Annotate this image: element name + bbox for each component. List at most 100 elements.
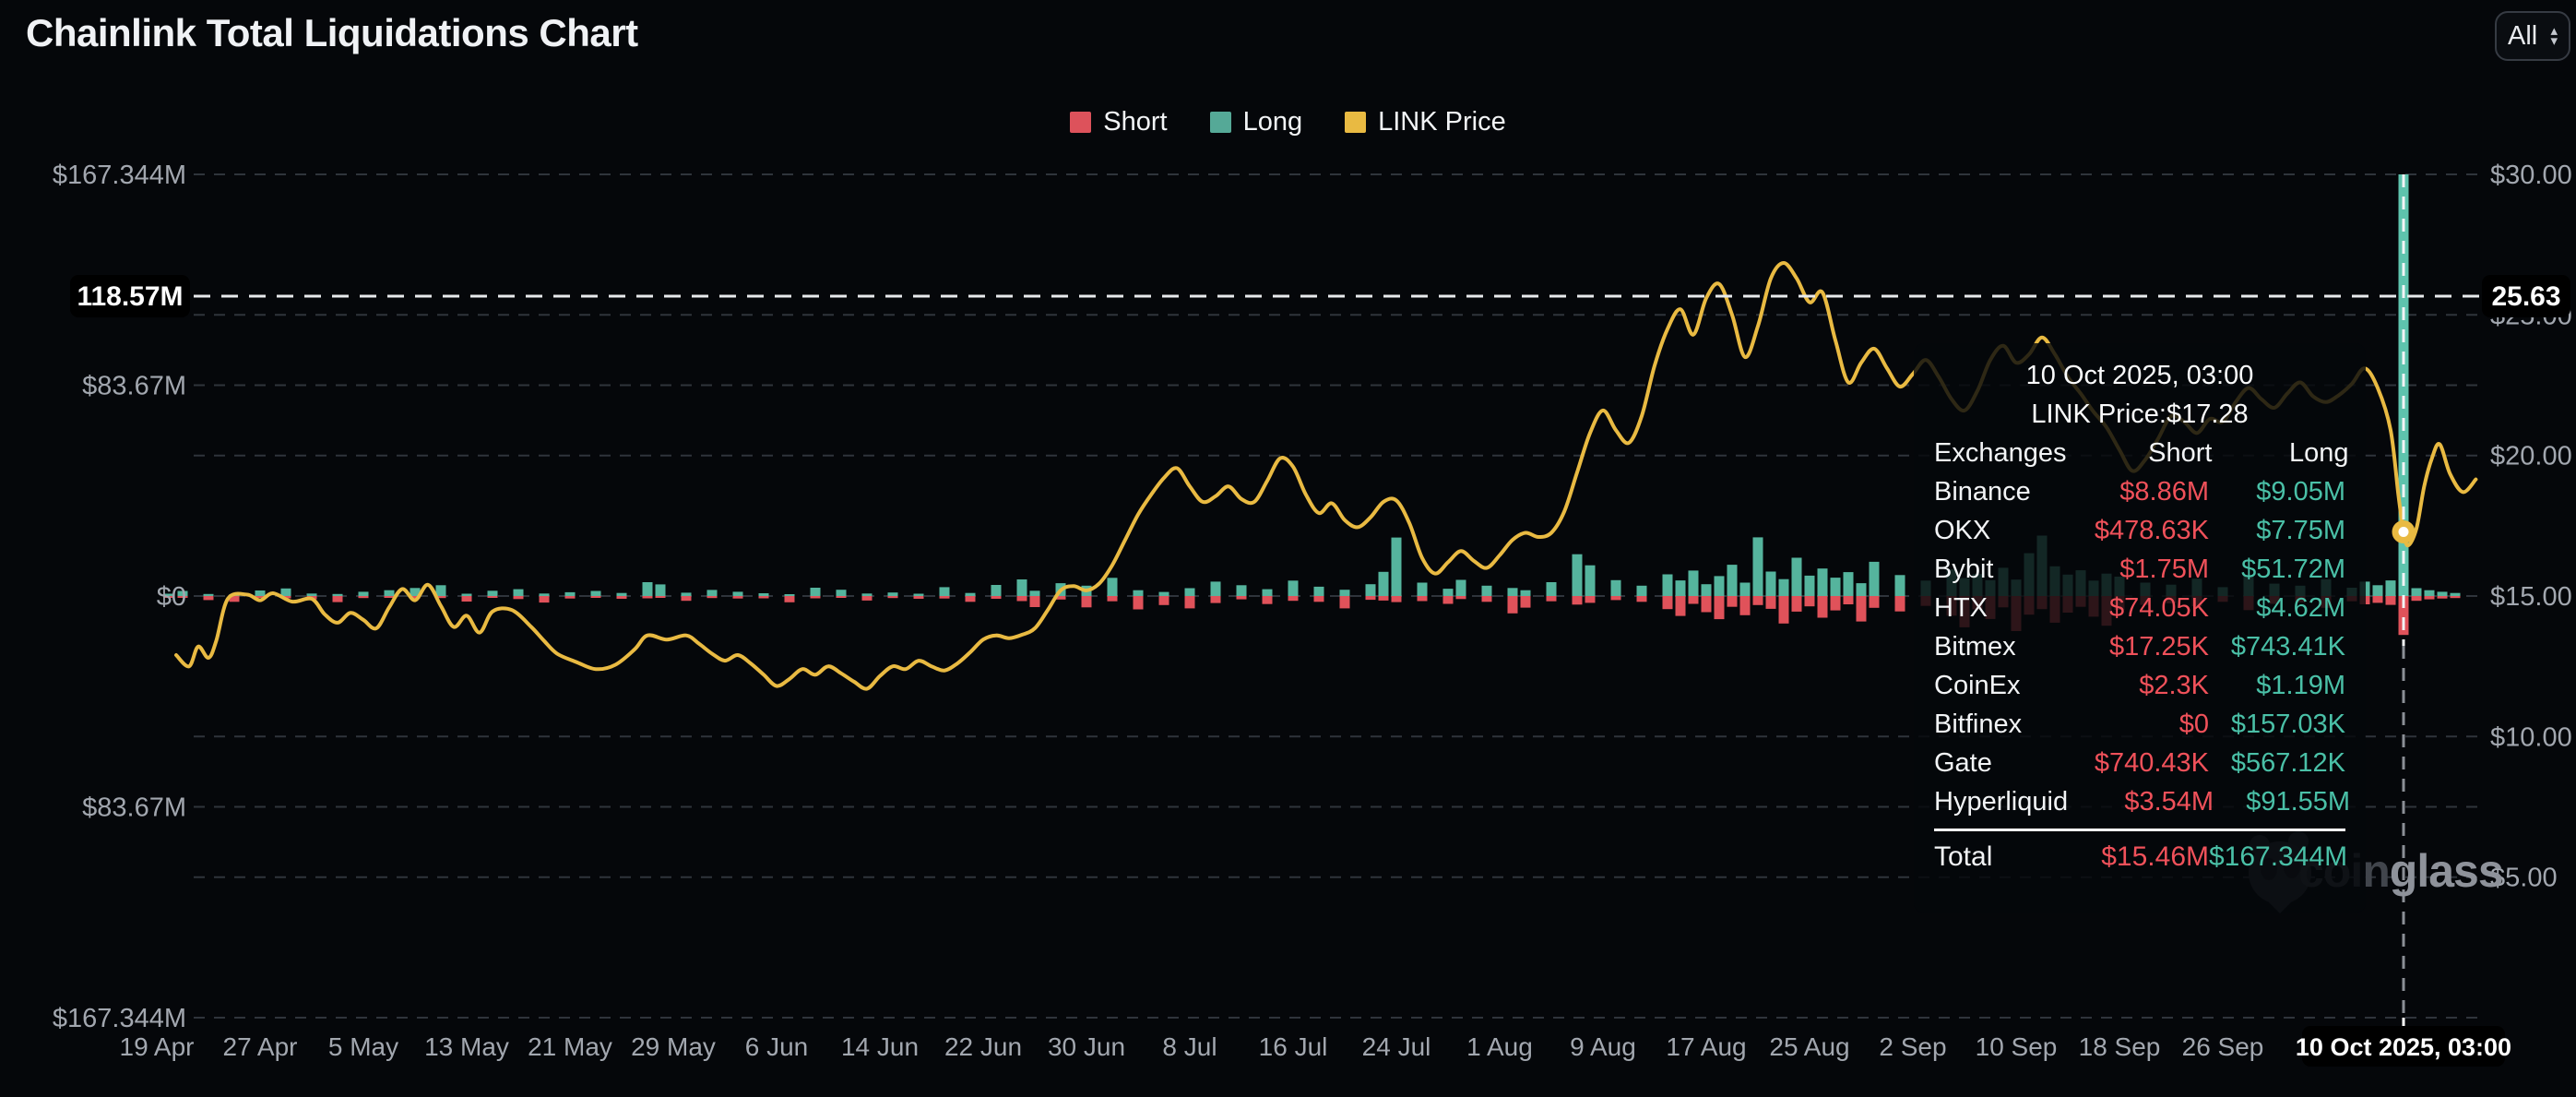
short-liquidation-bar[interactable] bbox=[1739, 596, 1751, 615]
long-liquidation-bar[interactable] bbox=[358, 591, 369, 596]
short-liquidation-bar[interactable] bbox=[1481, 596, 1492, 602]
short-liquidation-bar[interactable] bbox=[1585, 596, 1596, 603]
short-liquidation-bar[interactable] bbox=[1688, 596, 1699, 604]
short-liquidation-bar[interactable] bbox=[177, 596, 188, 598]
short-liquidation-bar[interactable] bbox=[758, 596, 769, 599]
long-liquidation-bar[interactable] bbox=[1236, 585, 1247, 596]
short-liquidation-bar[interactable] bbox=[1894, 596, 1905, 612]
long-liquidation-bar[interactable] bbox=[384, 590, 395, 596]
long-liquidation-bar[interactable] bbox=[1804, 575, 1815, 596]
short-liquidation-bar[interactable] bbox=[1765, 596, 1776, 609]
short-liquidation-bar[interactable] bbox=[965, 596, 976, 602]
short-liquidation-bar[interactable] bbox=[2411, 596, 2422, 602]
long-liquidation-bar[interactable] bbox=[1688, 570, 1699, 596]
long-liquidation-bar[interactable] bbox=[1778, 578, 1789, 596]
long-liquidation-bar[interactable] bbox=[1752, 537, 1763, 596]
short-liquidation-bar[interactable] bbox=[513, 596, 524, 600]
long-liquidation-bar[interactable] bbox=[965, 592, 976, 596]
short-liquidation-bar[interactable] bbox=[1442, 596, 1454, 604]
long-liquidation-bar[interactable] bbox=[1817, 568, 1828, 596]
short-liquidation-bar[interactable] bbox=[1856, 596, 1867, 622]
long-liquidation-bar[interactable] bbox=[1830, 578, 1841, 596]
short-liquidation-bar[interactable] bbox=[1830, 596, 1841, 611]
long-liquidation-bar[interactable] bbox=[203, 593, 214, 596]
long-liquidation-bar[interactable] bbox=[1378, 571, 1389, 596]
long-liquidation-bar[interactable] bbox=[784, 594, 795, 596]
short-liquidation-bar[interactable] bbox=[1391, 596, 1402, 602]
short-liquidation-bar[interactable] bbox=[1313, 596, 1324, 602]
long-liquidation-bar[interactable] bbox=[1417, 582, 1428, 597]
short-liquidation-bar[interactable] bbox=[1081, 596, 1092, 608]
short-liquidation-bar[interactable] bbox=[164, 596, 175, 598]
short-liquidation-bar[interactable] bbox=[332, 596, 343, 602]
short-liquidation-bar[interactable] bbox=[1133, 596, 1144, 610]
short-liquidation-bar[interactable] bbox=[784, 596, 795, 602]
long-liquidation-bar[interactable] bbox=[1313, 586, 1324, 596]
long-liquidation-bar[interactable] bbox=[2450, 592, 2461, 596]
short-liquidation-bar[interactable] bbox=[1546, 596, 1557, 602]
short-liquidation-bar[interactable] bbox=[2424, 596, 2435, 600]
long-liquidation-bar[interactable] bbox=[1391, 537, 1402, 596]
short-liquidation-bar[interactable] bbox=[913, 596, 924, 599]
short-liquidation-bar[interactable] bbox=[1055, 596, 1066, 600]
short-liquidation-bar[interactable] bbox=[461, 596, 472, 602]
long-liquidation-bar[interactable] bbox=[1520, 590, 1531, 596]
long-liquidation-bar[interactable] bbox=[1843, 572, 1854, 596]
long-liquidation-bar[interactable] bbox=[1288, 580, 1299, 596]
long-liquidation-bar[interactable] bbox=[939, 587, 950, 596]
short-liquidation-bar[interactable] bbox=[539, 596, 550, 603]
long-liquidation-bar[interactable] bbox=[732, 591, 743, 596]
short-liquidation-bar[interactable] bbox=[1843, 596, 1854, 604]
long-liquidation-bar[interactable] bbox=[1481, 585, 1492, 596]
long-liquidation-bar[interactable] bbox=[616, 592, 627, 596]
long-liquidation-bar[interactable] bbox=[1894, 575, 1905, 596]
short-liquidation-bar[interactable] bbox=[1236, 596, 1247, 600]
long-liquidation-bar[interactable] bbox=[164, 593, 175, 597]
short-liquidation-bar[interactable] bbox=[358, 596, 369, 599]
short-liquidation-bar[interactable] bbox=[1804, 596, 1815, 607]
short-liquidation-bar[interactable] bbox=[706, 596, 718, 599]
long-liquidation-bar[interactable] bbox=[564, 591, 576, 596]
short-liquidation-bar[interactable] bbox=[1184, 596, 1195, 609]
long-liquidation-bar[interactable] bbox=[1133, 590, 1144, 596]
long-liquidation-bar[interactable] bbox=[1739, 582, 1751, 597]
short-liquidation-bar[interactable] bbox=[1339, 596, 1350, 609]
long-liquidation-bar[interactable] bbox=[2385, 580, 2396, 596]
long-liquidation-bar[interactable] bbox=[655, 584, 666, 596]
long-liquidation-bar[interactable] bbox=[1701, 584, 1712, 596]
short-liquidation-bar[interactable] bbox=[991, 596, 1002, 599]
short-liquidation-bar[interactable] bbox=[836, 596, 847, 598]
short-liquidation-bar[interactable] bbox=[1778, 596, 1789, 624]
long-liquidation-bar[interactable] bbox=[435, 585, 446, 596]
long-liquidation-bar[interactable] bbox=[1662, 574, 1673, 597]
long-liquidation-bar[interactable] bbox=[255, 590, 266, 596]
long-liquidation-bar[interactable] bbox=[1765, 571, 1776, 597]
short-liquidation-bar[interactable] bbox=[616, 596, 627, 599]
long-liquidation-bar[interactable] bbox=[991, 585, 1002, 596]
long-liquidation-bar[interactable] bbox=[487, 590, 498, 596]
long-liquidation-bar[interactable] bbox=[1546, 582, 1557, 596]
short-liquidation-bar[interactable] bbox=[1869, 596, 1880, 608]
short-liquidation-bar[interactable] bbox=[1365, 596, 1376, 601]
long-liquidation-bar[interactable] bbox=[1727, 565, 1738, 596]
long-liquidation-bar[interactable] bbox=[539, 593, 550, 596]
long-liquidation-bar[interactable] bbox=[1585, 565, 1596, 596]
short-liquidation-bar[interactable] bbox=[1107, 596, 1118, 602]
long-liquidation-bar[interactable] bbox=[1610, 579, 1621, 596]
long-liquidation-bar[interactable] bbox=[681, 592, 692, 596]
long-liquidation-bar[interactable] bbox=[1572, 554, 1583, 596]
short-liquidation-bar[interactable] bbox=[384, 596, 395, 598]
long-liquidation-bar[interactable] bbox=[1455, 579, 1466, 597]
short-liquidation-bar[interactable] bbox=[1610, 596, 1621, 601]
long-liquidation-bar[interactable] bbox=[706, 590, 718, 596]
short-liquidation-bar[interactable] bbox=[203, 596, 214, 601]
short-liquidation-bar[interactable] bbox=[255, 596, 266, 598]
long-liquidation-bar[interactable] bbox=[513, 589, 524, 596]
short-liquidation-bar[interactable] bbox=[2450, 596, 2461, 599]
short-liquidation-bar[interactable] bbox=[939, 596, 950, 599]
long-liquidation-bar[interactable] bbox=[1339, 590, 1350, 596]
long-liquidation-bar[interactable] bbox=[1262, 589, 1273, 596]
long-liquidation-bar[interactable] bbox=[1365, 584, 1376, 596]
long-liquidation-bar[interactable] bbox=[410, 588, 421, 596]
short-liquidation-bar[interactable] bbox=[1817, 596, 1828, 618]
